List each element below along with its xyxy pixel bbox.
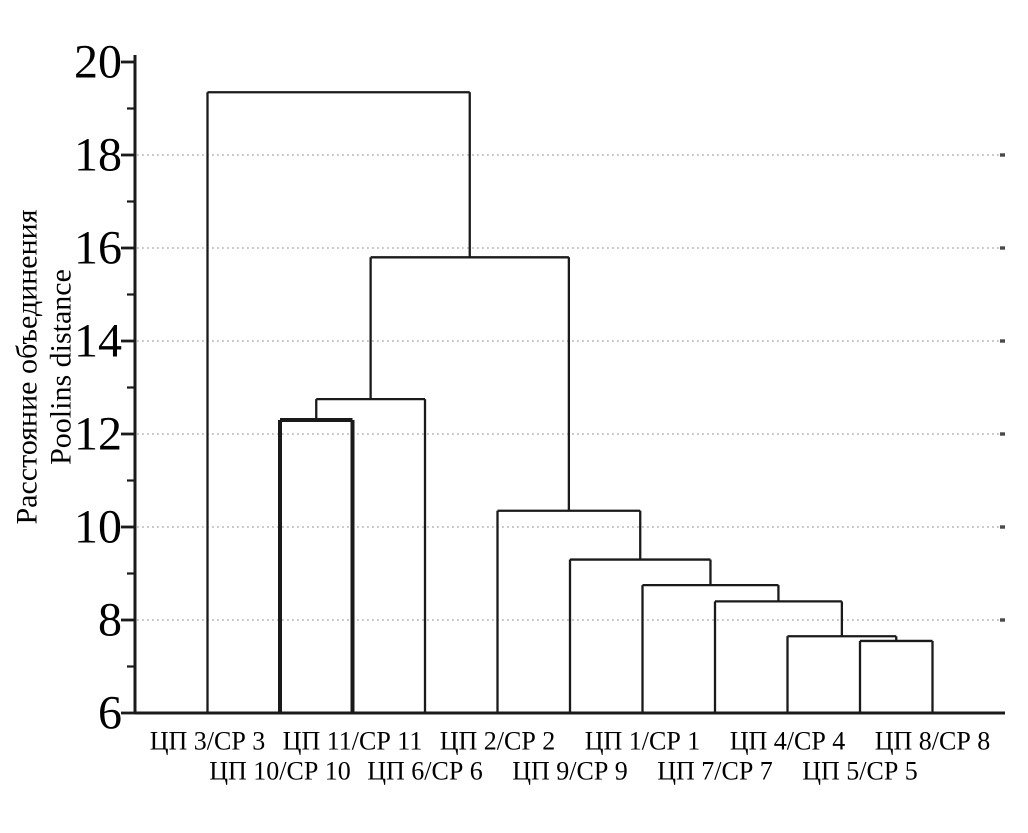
grid-line-end-dot	[1000, 339, 1005, 343]
y-tick-label: 10	[74, 501, 122, 554]
x-leaf-label: ЦП 7/СР 7	[657, 757, 773, 786]
x-leaf-label: ЦП 5/СР 5	[802, 757, 918, 786]
axes-layer	[121, 55, 1005, 715]
x-leaf-label: ЦП 10/СР 10	[209, 757, 351, 786]
y-tick-label: 20	[74, 36, 122, 89]
grid-line-end-dot	[1000, 246, 1005, 250]
x-leaf-label: ЦП 1/СР 1	[585, 727, 701, 756]
x-leaf-label: ЦП 8/СР 8	[875, 727, 991, 756]
grid-layer	[137, 153, 1005, 622]
x-leaf-label: ЦП 2/СР 2	[440, 727, 556, 756]
x-leaf-label: ЦП 4/СР 4	[730, 727, 846, 756]
y-tick-label: 6	[98, 687, 122, 740]
y-tick-label: 18	[74, 129, 122, 182]
y-tick-label: 14	[74, 315, 122, 368]
x-leaf-label: ЦП 3/СР 3	[150, 727, 266, 756]
grid-line-end-dot	[1000, 432, 1005, 436]
y-tick-label: 16	[74, 222, 122, 275]
grid-line-end-dot	[1000, 153, 1005, 157]
x-leaf-label: ЦП 9/СР 9	[512, 757, 628, 786]
y-tick-label: 8	[98, 594, 122, 647]
y-tick-label: 12	[74, 408, 122, 461]
x-leaf-label: ЦП 11/СР 11	[283, 727, 423, 756]
grid-line-end-dot	[1000, 525, 1005, 529]
grid-line-end-dot	[1000, 618, 1005, 622]
y-axis-title-line2: Poolins distance	[45, 269, 78, 465]
y-axis-title-line1: Расстояние объединения	[11, 209, 44, 524]
dendrogram-links	[206, 91, 934, 713]
x-leaf-label: ЦП 6/СР 6	[367, 757, 483, 786]
